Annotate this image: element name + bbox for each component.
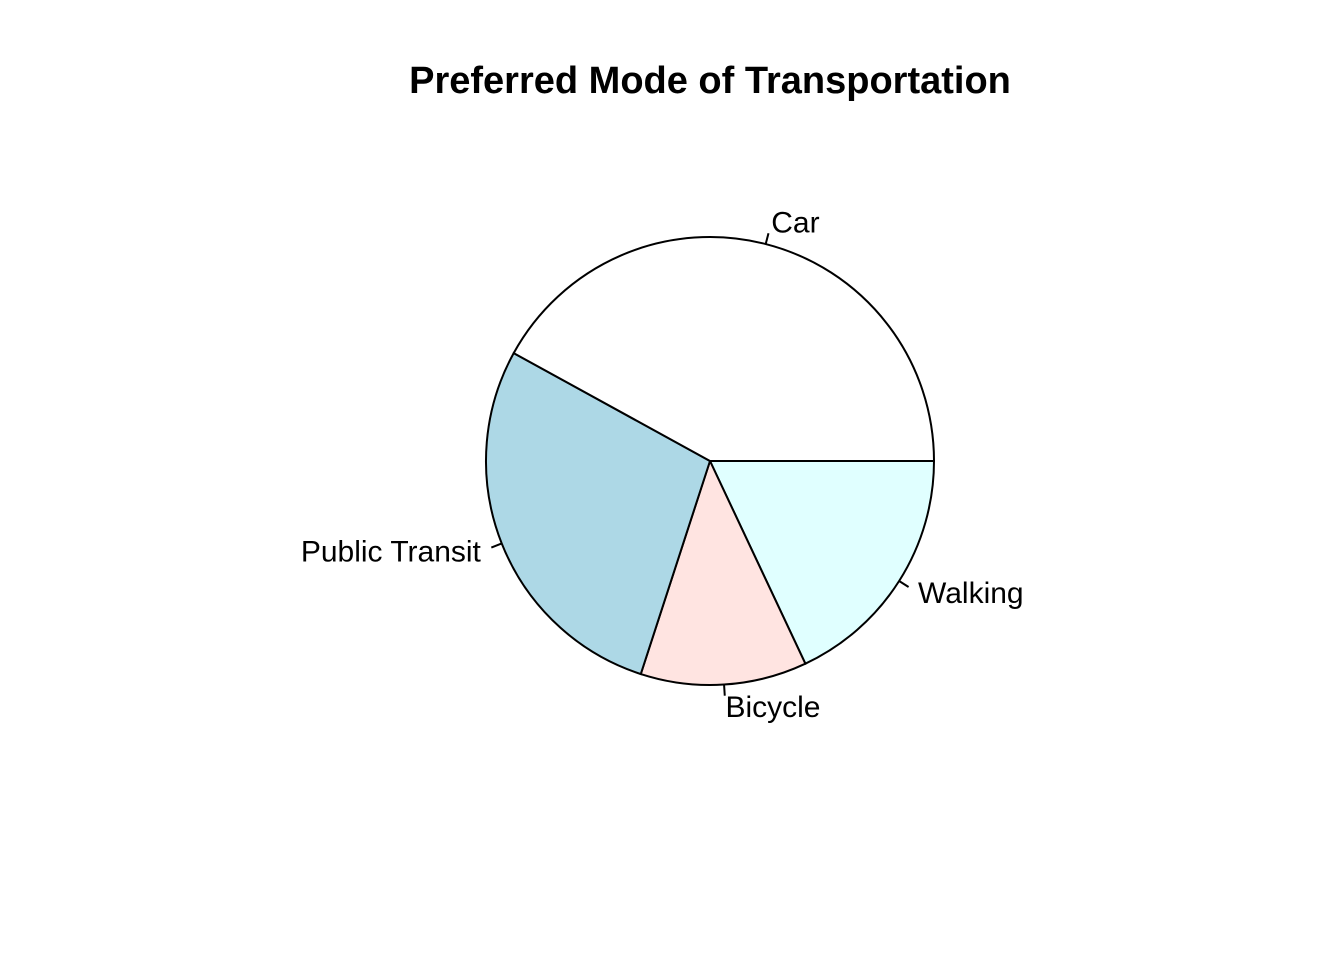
pie-label-tick xyxy=(490,542,503,549)
chart-title: Preferred Mode of Transportation xyxy=(409,60,1011,102)
pie-labels: Walking Bicycle Public Transit Car xyxy=(301,206,1024,724)
pie-label-tick xyxy=(898,580,910,588)
pie-slice-walking xyxy=(708,460,936,666)
pie-label-tick xyxy=(764,232,770,245)
pie-label-tick xyxy=(723,684,726,696)
pie-slice-label: Public Transit xyxy=(301,536,482,569)
pie-slice-label: Walking xyxy=(918,577,1024,610)
pie-slice-label: Bicycle xyxy=(725,691,820,724)
pie-slice-label: Car xyxy=(771,206,819,239)
pie-slices xyxy=(485,236,936,686)
